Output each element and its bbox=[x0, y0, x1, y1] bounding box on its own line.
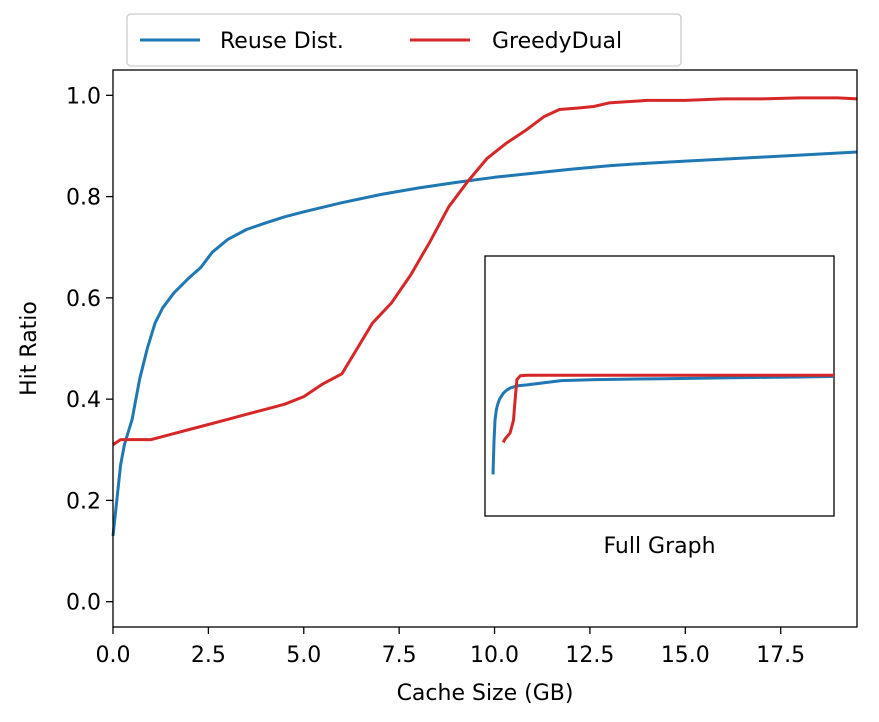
x-axis-title: Cache Size (GB) bbox=[397, 681, 574, 706]
y-tick-label: 0.0 bbox=[66, 591, 101, 616]
y-tick-label: 0.4 bbox=[66, 388, 101, 413]
legend-box bbox=[126, 13, 682, 67]
inset-series-line-0 bbox=[491, 374, 835, 475]
x-tick-label: 10.0 bbox=[470, 643, 519, 668]
inset-full-graph: Full Graph bbox=[484, 255, 835, 559]
y-axis-ticks: 0.0 0.2 0.4 0.6 0.8 1.0 bbox=[66, 84, 113, 616]
y-tick-label: 1.0 bbox=[66, 84, 101, 109]
inset-label: Full Graph bbox=[603, 534, 715, 559]
x-tick-label: 0.0 bbox=[96, 643, 131, 668]
x-tick-label: 2.5 bbox=[191, 643, 226, 668]
x-tick-label: 15.0 bbox=[661, 643, 710, 668]
series-line-0 bbox=[111, 150, 858, 537]
legend-label-0: Reuse Dist. bbox=[220, 29, 344, 54]
legend: Reuse Dist. GreedyDual bbox=[126, 13, 682, 67]
inset-frame bbox=[484, 255, 835, 517]
y-tick-label: 0.6 bbox=[66, 287, 101, 312]
y-tick-label: 0.8 bbox=[66, 186, 101, 211]
plot-frame bbox=[112, 69, 858, 628]
x-tick-label: 12.5 bbox=[565, 643, 614, 668]
plot-lines bbox=[111, 96, 858, 537]
x-tick-label: 17.5 bbox=[756, 643, 805, 668]
x-tick-label: 5.0 bbox=[286, 643, 321, 668]
series-line-1 bbox=[112, 96, 858, 446]
legend-label-1: GreedyDual bbox=[492, 29, 622, 54]
inset-series-line-1 bbox=[501, 373, 834, 444]
x-axis-ticks: 0.0 2.5 5.0 7.5 10.0 12.5 15.0 17.5 bbox=[96, 627, 805, 668]
y-tick-label: 0.2 bbox=[66, 489, 101, 514]
x-tick-label: 7.5 bbox=[382, 643, 417, 668]
y-axis-title: Hit Ratio bbox=[17, 301, 42, 396]
